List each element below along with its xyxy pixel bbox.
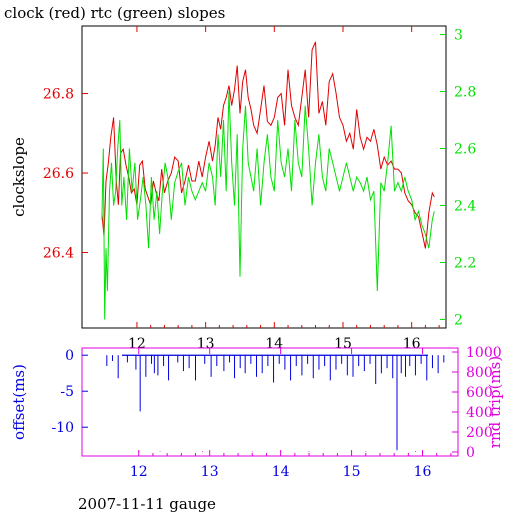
top-ytick-right-label: 2.8: [454, 85, 476, 101]
top-xtick-label: 16: [403, 336, 421, 352]
bottom-ytick-left-label: 0: [65, 348, 74, 364]
bottom-xtick-label: 12: [130, 464, 148, 480]
chart-title: clock (red) rtc (green) slopes: [4, 4, 225, 22]
top-series-0-line: [101, 41, 435, 249]
top-panel: 12 13 14 15 1626.426.626.822.22.42.62.83cloc…: [10, 25, 476, 352]
bottom-ytick-right-label: 1000: [466, 345, 502, 361]
bottom-ytick-right-label: 400: [466, 405, 493, 421]
bottom-ytick-right-label: 600: [466, 385, 493, 401]
footer-caption: 2007-11-11 gauge: [78, 495, 216, 512]
bottom-frame: [81, 347, 459, 457]
top-ytick-right-label: 2.4: [454, 198, 476, 214]
top-ytick-right-label: 2: [454, 312, 463, 328]
bottom-xtick-label: 16: [414, 464, 432, 480]
bottom-xtick-label: 13: [201, 464, 219, 480]
bottom-ytick-left-label: -10: [51, 420, 74, 436]
top-ytick-right-label: 2.6: [454, 142, 476, 158]
bottom-xtick-label: 15: [343, 464, 361, 480]
top-ylabel: clockslope: [10, 137, 28, 217]
top-series-1-line: [101, 91, 435, 320]
top-xtick-label: 15: [334, 336, 352, 352]
top-xtick-label: 12: [128, 336, 146, 352]
top-ytick-left-label: 26.6: [43, 166, 74, 182]
top-xtick-label: 13: [197, 336, 215, 352]
bottom-ylabel-right: rnd trip(ms): [486, 356, 504, 448]
top-ytick-left-label: 26.8: [43, 87, 74, 103]
bottom-ytick-right-label: 800: [466, 365, 493, 381]
top-ytick-right-label: 2.2: [454, 255, 476, 271]
top-frame: [81, 25, 447, 329]
bottom-xtick-label: 14: [272, 464, 290, 480]
bottom-panel: 12 13 14 15 16 -10 -5 0 0 200 400 600 800 1000 offset(…: [10, 345, 504, 480]
bottom-ylabel: offset(ms): [10, 364, 28, 440]
bottom-ytick-left-label: -5: [60, 384, 74, 400]
top-ytick-left-label: 26.4: [43, 246, 74, 262]
bottom-ytick-right-label: 200: [466, 425, 493, 441]
top-ytick-right-label: 3: [454, 28, 463, 44]
bottom-ytick-right-label: 0: [466, 445, 475, 461]
